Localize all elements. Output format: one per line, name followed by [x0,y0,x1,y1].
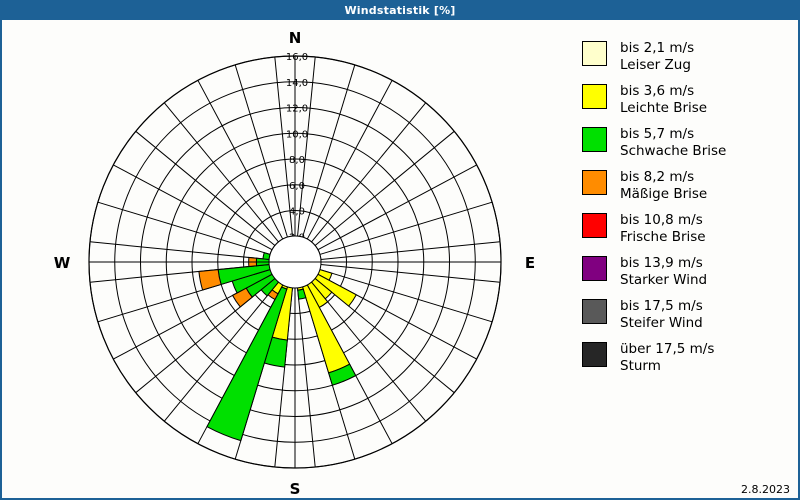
grid-spoke [113,164,273,251]
grid-spoke [274,56,293,237]
grid-spoke [311,281,427,422]
legend-item[interactable]: bis 5,7 m/s Schwache Brise [582,126,797,160]
legend-item[interactable]: bis 8,2 m/s Mäßige Brise [582,169,797,203]
window-title-bar: Windstatistik [%] [0,0,800,20]
legend-description-label: Steifer Wind [620,315,703,331]
windrose-petal-segment [198,269,222,291]
legend-description-label: Sturm [620,358,661,374]
chart-canvas: 2,04,06,08,010,012,014,016,0 N E S W bis… [2,20,798,498]
compass-label-south: S [289,480,301,498]
legend-color-swatch [582,41,607,66]
windrose-plot: 2,04,06,08,010,012,014,016,0 N E S W [2,20,577,498]
grid-spoke [297,56,316,237]
legend-speed-label: bis 13,9 m/s [620,255,703,271]
legend-description-label: Starker Wind [620,272,708,288]
legend-description-label: Mäßige Brise [620,186,708,202]
calm-center [268,235,322,289]
grid-spoke [311,102,427,243]
legend: bis 2,1 m/s Leiser Zug bis 3,6 m/s Leichte … [582,40,797,384]
legend-description-label: Leiser Zug [620,57,691,73]
legend-item[interactable]: bis 17,5 m/s Steifer Wind [582,298,797,332]
grid-spoke [297,287,316,468]
legend-item[interactable]: über 17,5 m/s Sturm [582,341,797,375]
grid-spoke [163,281,279,422]
radial-tick-label: 4,0 [289,207,305,218]
legend-color-swatch [582,213,607,238]
legend-item[interactable]: bis 2,1 m/s Leiser Zug [582,40,797,74]
windrose-petal-segment [328,363,357,386]
grid-spoke [197,80,284,240]
legend-description-label: Frische Brise [620,229,706,245]
grid-spoke [314,130,455,246]
grid-spoke [97,201,271,255]
legend-description-label: Schwache Brise [620,143,727,159]
legend-color-swatch [582,256,607,281]
legend-color-swatch [582,170,607,195]
radial-tick-labels: 2,04,06,08,010,012,014,016,0 [286,52,308,243]
legend-item[interactable]: bis 3,6 m/s Leichte Brise [582,83,797,117]
radial-tick-label: 12,0 [286,104,308,115]
radial-tick-label: 14,0 [286,78,308,89]
legend-color-swatch [582,84,607,109]
legend-speed-label: über 17,5 m/s [620,341,715,357]
grid-spoke [306,80,393,240]
windrose-petal-segment [297,288,307,300]
grid-spoke [135,130,276,246]
grid-spoke [163,102,279,243]
radial-tick-label: 6,0 [289,181,305,192]
grid-spoke [234,64,288,238]
calm-cap [268,235,322,263]
legend-item[interactable]: bis 13,9 m/s Starker Wind [582,255,797,289]
legend-item[interactable]: bis 10,8 m/s Frische Brise [582,212,797,246]
compass-label-east: E [524,254,536,272]
grid-spoke [320,264,501,283]
compass-label-north: N [288,29,302,47]
grid-spoke [319,269,493,323]
legend-color-swatch [582,127,607,152]
grid-spoke [319,201,493,255]
radial-tick-label: 8,0 [289,155,305,166]
legend-color-swatch [582,299,607,324]
legend-color-swatch [582,342,607,367]
legend-speed-label: bis 17,5 m/s [620,298,703,314]
window-title: Windstatistik [%] [344,3,456,17]
grid-spoke [320,241,501,260]
legend-description-label: Leichte Brise [620,100,708,116]
legend-speed-label: bis 3,6 m/s [620,83,695,99]
legend-speed-label: bis 5,7 m/s [620,126,695,142]
radial-tick-label: 10,0 [286,129,308,140]
grid-spoke [302,64,356,238]
legend-speed-label: bis 10,8 m/s [620,212,703,228]
radial-tick-label: 16,0 [286,52,308,63]
outer-boundary [88,55,502,469]
legend-speed-label: bis 2,1 m/s [620,40,695,56]
legend-speed-label: bis 8,2 m/s [620,169,695,185]
grid-spoke [317,164,477,251]
date-stamp: 2.8.2023 [741,483,790,496]
grid-spoke [89,241,270,260]
windrose-svg: 2,04,06,08,010,012,014,016,0 [88,52,502,469]
compass-label-west: W [53,254,71,272]
